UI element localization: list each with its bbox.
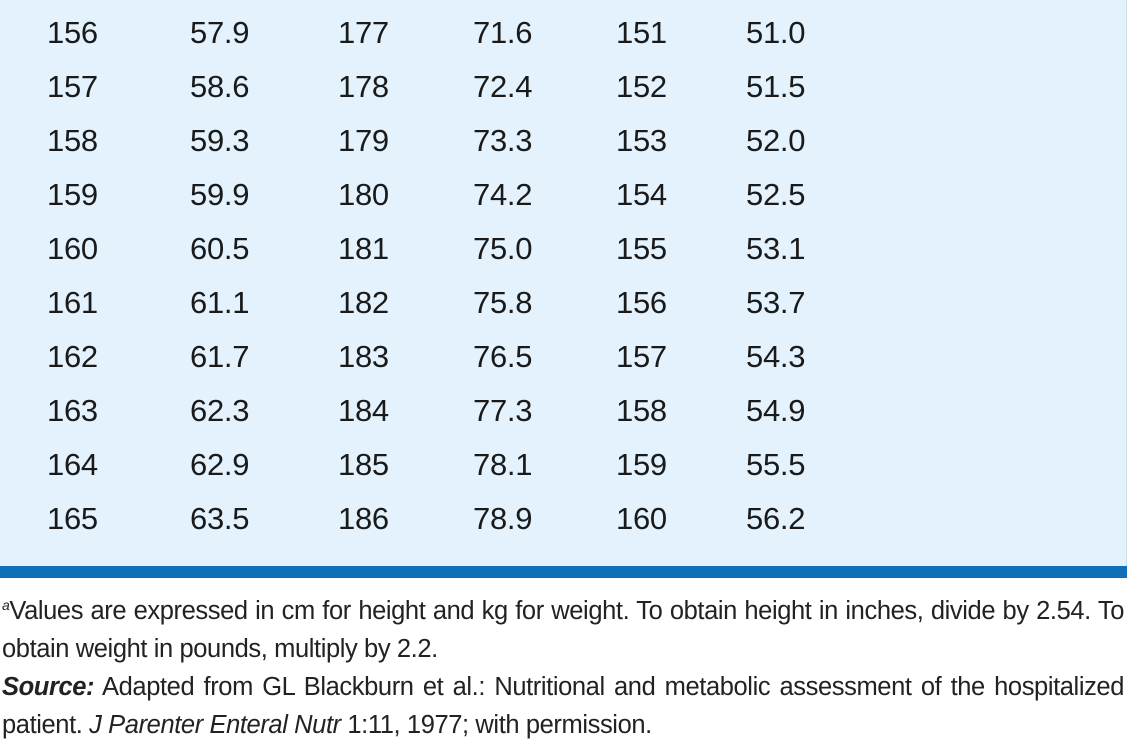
table-cell: 56.2 [746, 501, 806, 536]
table-cell: 75.0 [473, 231, 533, 266]
source-journal: J Parenter Enteral Nutr [89, 711, 341, 739]
table-cell: 164 [47, 447, 98, 482]
table-cell: 178 [338, 69, 389, 104]
table-cell: 53.7 [746, 285, 806, 320]
footnote-text: Values are expressed in cm for height an… [2, 597, 1124, 663]
table-cell: 78.9 [473, 501, 533, 536]
table-cell: 160 [47, 231, 98, 266]
table-cell: 78.1 [473, 447, 533, 482]
table-cell: 76.5 [473, 339, 533, 374]
table-cell: 184 [338, 393, 389, 428]
table-cell: 163 [47, 393, 98, 428]
table-cell: 63.5 [190, 501, 250, 536]
table-cell: 74.2 [473, 177, 533, 212]
table-cell: 181 [338, 231, 389, 266]
table-cell: 55.5 [746, 447, 806, 482]
table-cell: 62.9 [190, 447, 250, 482]
source-text-after: 1:11, 1977; with permission. [340, 711, 652, 739]
table-row: 165 63.5 186 78.9 160 56.2 [0, 492, 1127, 546]
table-cell: 61.1 [190, 285, 250, 320]
table-row: 164 62.9 185 78.1 159 55.5 [0, 438, 1127, 492]
table-cell: 71.6 [473, 15, 533, 50]
table-cell: 54.9 [746, 393, 806, 428]
table-cell: 153 [616, 123, 667, 158]
table-row: 156 57.9 177 71.6 151 51.0 [0, 6, 1127, 60]
table-cell: 59.9 [190, 177, 250, 212]
source-label: Source: [2, 673, 95, 701]
table-row: 160 60.5 181 75.0 155 53.1 [0, 222, 1127, 276]
table-cell: 53.1 [746, 231, 806, 266]
table-cell: 182 [338, 285, 389, 320]
table-row: 162 61.7 183 76.5 157 54.3 [0, 330, 1127, 384]
table-cell: 62.3 [190, 393, 250, 428]
table-cell: 156 [616, 285, 667, 320]
table-cell: 157 [47, 69, 98, 104]
table-cell: 51.5 [746, 69, 806, 104]
footnote-marker: a [2, 597, 10, 613]
table-cell: 154 [616, 177, 667, 212]
table-cell: 61.7 [190, 339, 250, 374]
table-cell: 157 [616, 339, 667, 374]
table-cell: 151 [616, 15, 667, 50]
table-cell: 185 [338, 447, 389, 482]
table-cell: 152 [616, 69, 667, 104]
footnote: aValues are expressed in cm for height a… [2, 592, 1124, 668]
table-cell: 57.9 [190, 15, 250, 50]
table-cell: 72.4 [473, 69, 533, 104]
table-notes: aValues are expressed in cm for height a… [2, 592, 1124, 744]
table-row: 159 59.9 180 74.2 154 52.5 [0, 168, 1127, 222]
table-cell: 160 [616, 501, 667, 536]
source-note: Source: Adapted from GL Blackburn et al.… [2, 668, 1124, 744]
table-cell: 180 [338, 177, 389, 212]
table-cell: 77.3 [473, 393, 533, 428]
table-row: 157 58.6 178 72.4 152 51.5 [0, 60, 1127, 114]
table-cell: 52.0 [746, 123, 806, 158]
table-row: 158 59.3 179 73.3 153 52.0 [0, 114, 1127, 168]
table-cell: 156 [47, 15, 98, 50]
table-cell: 60.5 [190, 231, 250, 266]
data-table: 156 57.9 177 71.6 151 51.0 157 58.6 178 … [0, 0, 1127, 566]
table-cell: 73.3 [473, 123, 533, 158]
table-cell: 161 [47, 285, 98, 320]
table-cell: 59.3 [190, 123, 250, 158]
table-cell: 159 [47, 177, 98, 212]
table-cell: 51.0 [746, 15, 806, 50]
table-cell: 186 [338, 501, 389, 536]
table-cell: 58.6 [190, 69, 250, 104]
table-cell: 54.3 [746, 339, 806, 374]
table-cell: 155 [616, 231, 667, 266]
table-row: 161 61.1 182 75.8 156 53.7 [0, 276, 1127, 330]
table-cell: 162 [47, 339, 98, 374]
table-cell: 165 [47, 501, 98, 536]
table-cell: 52.5 [746, 177, 806, 212]
table-row: 163 62.3 184 77.3 158 54.9 [0, 384, 1127, 438]
table-cell: 179 [338, 123, 389, 158]
table-cell: 158 [616, 393, 667, 428]
table-cell: 159 [616, 447, 667, 482]
table-cell: 177 [338, 15, 389, 50]
table-cell: 183 [338, 339, 389, 374]
table-bottom-rule [0, 566, 1127, 578]
table-cell: 75.8 [473, 285, 533, 320]
table-cell: 158 [47, 123, 98, 158]
source-text-before: Adapted from GL Blackburn et al.: Nutrit… [2, 673, 1124, 739]
